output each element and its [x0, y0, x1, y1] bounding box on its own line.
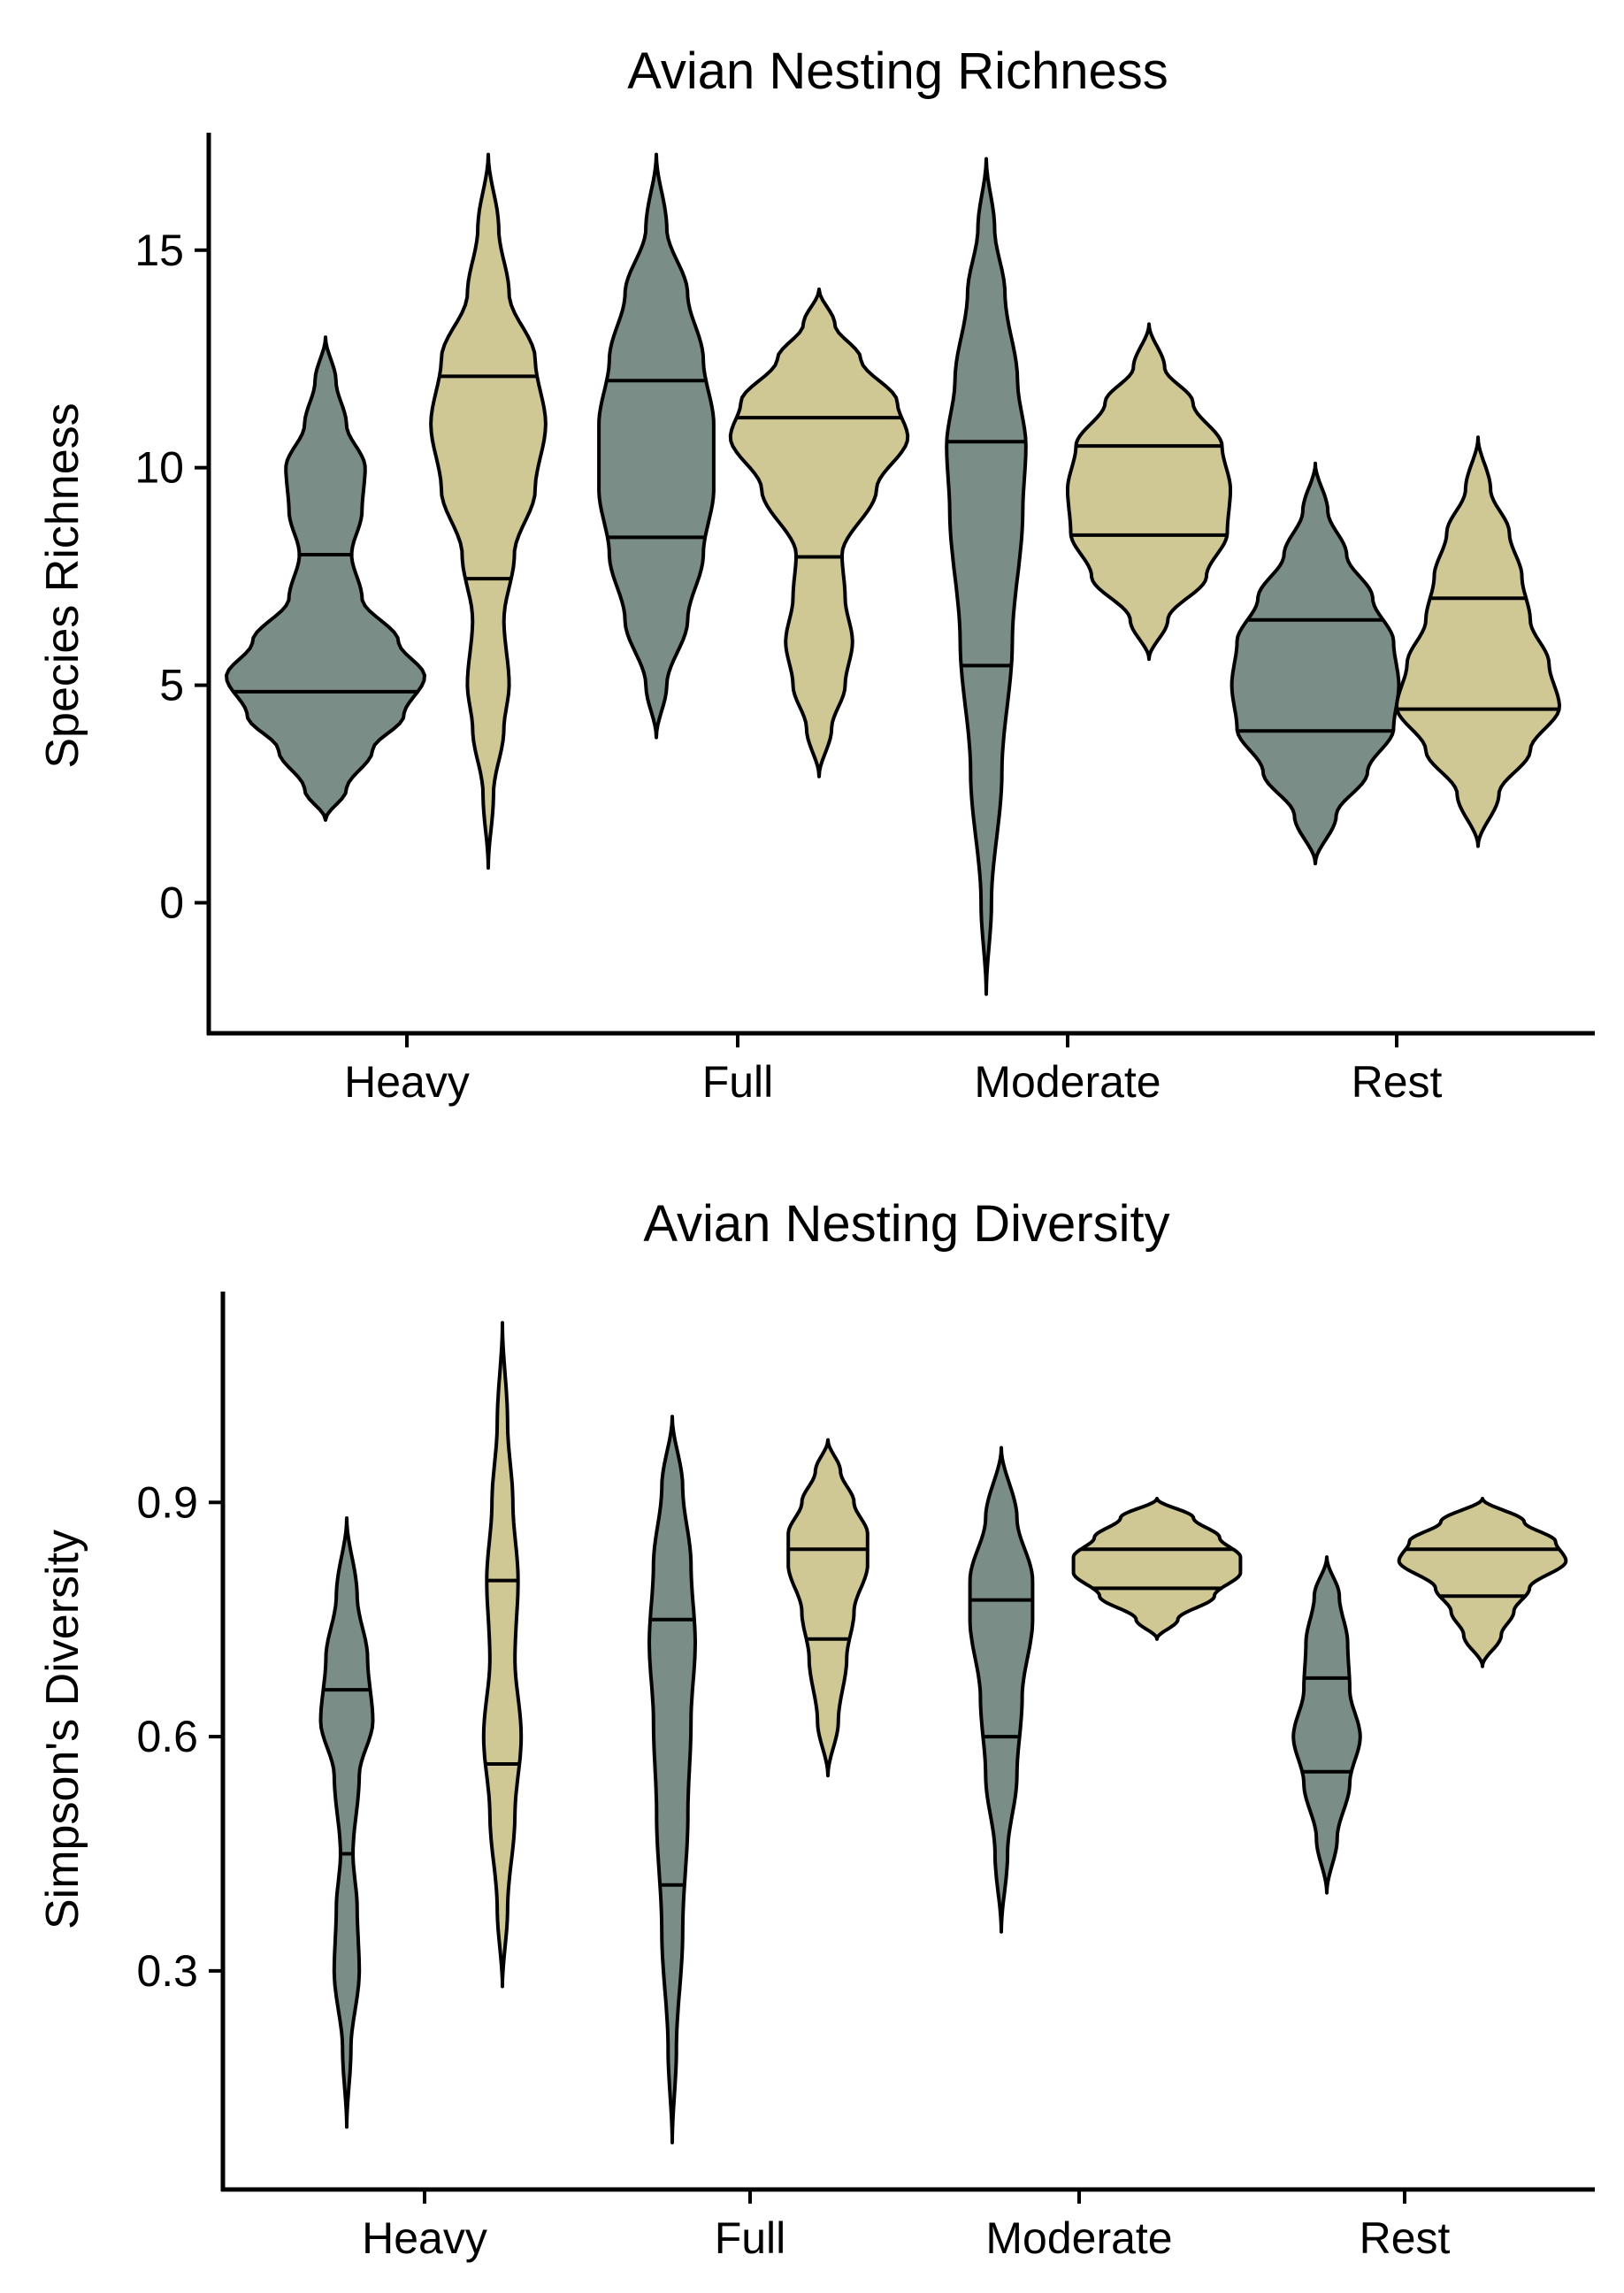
- x-tick-label: Rest: [1352, 1057, 1443, 1107]
- y-tick-label: 0.9: [136, 1477, 198, 1527]
- x-tick-label: Full: [702, 1057, 774, 1107]
- y-tick-label: 0.3: [136, 1946, 198, 1996]
- y-tick-label: 5: [159, 661, 184, 710]
- violin-full-b: [786, 1438, 869, 1778]
- violin-layer: [225, 152, 1561, 996]
- violin-rest-b: [1397, 1496, 1568, 1668]
- x-tick-label: Rest: [1360, 2213, 1451, 2263]
- violin-heavy-a: [318, 1516, 375, 2129]
- y-axis-label: Simpson's Diversity: [37, 1530, 88, 1929]
- axes: 0.3 0.6 0.9 Heavy Full Moderate Rest: [136, 1292, 1595, 2263]
- chart-title: Avian Nesting Richness: [627, 42, 1168, 100]
- violin-moderate-b: [1066, 322, 1232, 662]
- x-tick-label: Moderate: [974, 1057, 1161, 1107]
- violin-moderate-a: [945, 157, 1028, 996]
- y-tick-label: 10: [134, 443, 184, 493]
- violin-moderate-b: [1071, 1496, 1243, 1641]
- violin-full-a: [647, 1415, 697, 2144]
- y-tick-label: 15: [134, 226, 184, 275]
- violin-rest-a: [1229, 461, 1401, 866]
- violin-moderate-a: [968, 1446, 1035, 1934]
- violin-heavy-a: [225, 335, 426, 822]
- violin-rest-a: [1291, 1555, 1362, 1895]
- violin-layer: [318, 1321, 1568, 2144]
- y-tick-label: 0.6: [136, 1712, 198, 1761]
- y-tick-label: 0: [159, 878, 184, 927]
- chart-title: Avian Nesting Diversity: [643, 1195, 1169, 1253]
- violin-heavy-b: [481, 1321, 524, 1989]
- violin-full-a: [597, 152, 716, 740]
- violin-rest-b: [1395, 435, 1561, 848]
- violin-heavy-b: [429, 152, 548, 870]
- violin-full-b: [728, 288, 910, 778]
- y-axis-label: Species Richness: [37, 403, 88, 768]
- x-tick-label: Heavy: [344, 1057, 470, 1107]
- x-tick-label: Heavy: [362, 2213, 487, 2263]
- richness-panel: Avian Nesting Richness Species Richness …: [37, 42, 1595, 1107]
- diversity-panel: Avian Nesting Diversity Simpson's Divers…: [37, 1195, 1595, 2263]
- x-tick-label: Full: [715, 2213, 786, 2263]
- x-tick-label: Moderate: [985, 2213, 1172, 2263]
- axes: 0 5 10 15 Heavy Full Moderate Rest: [134, 133, 1595, 1107]
